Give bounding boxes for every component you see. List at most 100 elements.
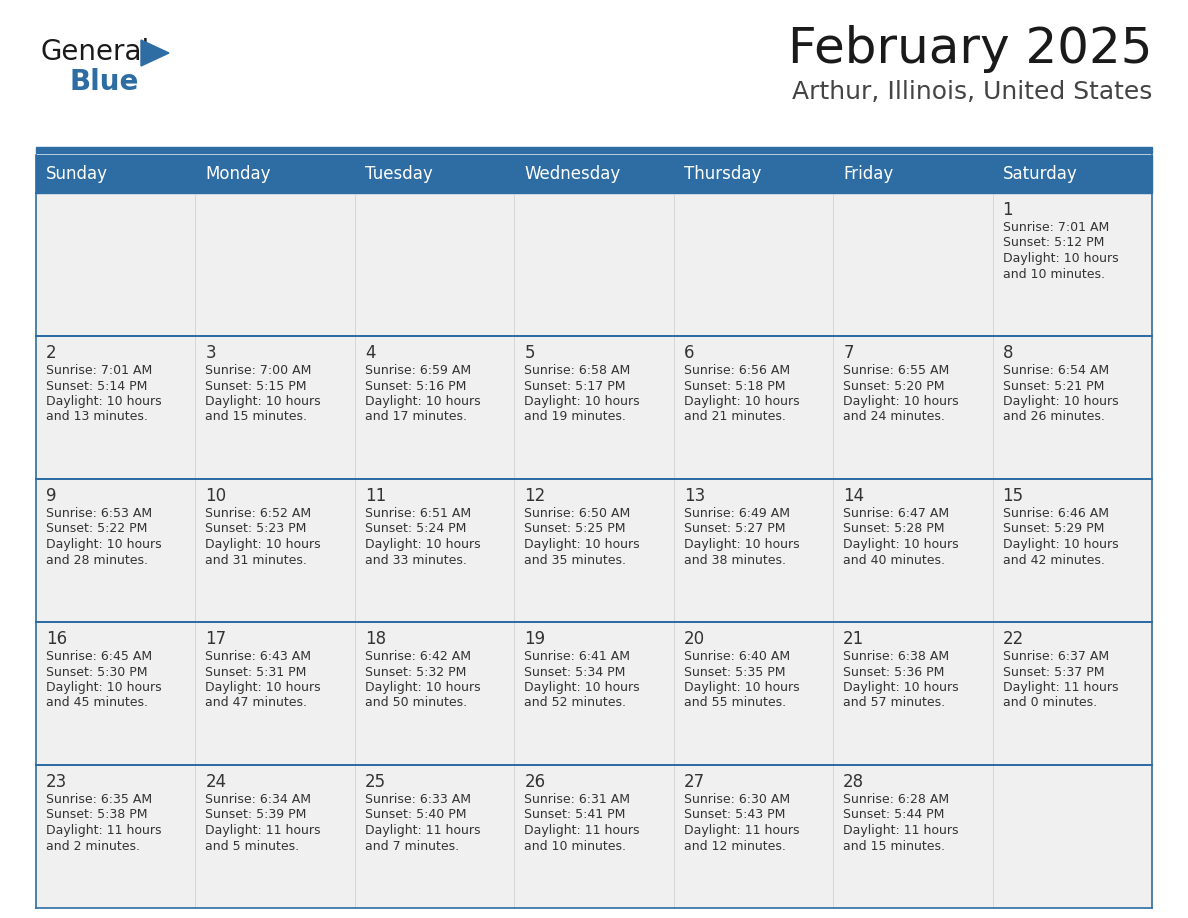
Bar [992,155,1152,193]
Text: and 15 minutes.: and 15 minutes. [206,410,308,423]
Text: Sunset: 5:34 PM: Sunset: 5:34 PM [524,666,626,678]
Text: Daylight: 10 hours: Daylight: 10 hours [46,395,162,408]
Bar [674,479,833,622]
Text: Sunset: 5:39 PM: Sunset: 5:39 PM [206,809,307,822]
Text: Daylight: 11 hours: Daylight: 11 hours [1003,681,1118,694]
Text: 20: 20 [684,630,704,648]
Bar [355,622,514,765]
Text: Sunrise: 6:56 AM: Sunrise: 6:56 AM [684,364,790,377]
Text: Daylight: 10 hours: Daylight: 10 hours [365,681,480,694]
Text: 5: 5 [524,344,535,362]
Bar [514,765,674,908]
Text: Daylight: 10 hours: Daylight: 10 hours [206,538,321,551]
Text: 24: 24 [206,773,227,791]
Text: Daylight: 10 hours: Daylight: 10 hours [1003,395,1118,408]
Text: Sunrise: 6:46 AM: Sunrise: 6:46 AM [1003,507,1108,520]
Text: 10: 10 [206,487,227,505]
Text: Sunrise: 6:58 AM: Sunrise: 6:58 AM [524,364,631,377]
Text: Sunset: 5:43 PM: Sunset: 5:43 PM [684,809,785,822]
Text: Sunset: 5:31 PM: Sunset: 5:31 PM [206,666,307,678]
Text: Daylight: 10 hours: Daylight: 10 hours [524,538,640,551]
Text: Sunset: 5:27 PM: Sunset: 5:27 PM [684,522,785,535]
Text: Sunrise: 6:34 AM: Sunrise: 6:34 AM [206,793,311,806]
Text: 15: 15 [1003,487,1024,505]
Bar [36,193,196,336]
Text: Sunset: 5:22 PM: Sunset: 5:22 PM [46,522,147,535]
Text: Sunrise: 6:45 AM: Sunrise: 6:45 AM [46,650,152,663]
Bar [674,155,833,193]
Bar [196,193,355,336]
Text: and 24 minutes.: and 24 minutes. [843,410,944,423]
Text: 4: 4 [365,344,375,362]
Text: Sunset: 5:25 PM: Sunset: 5:25 PM [524,522,626,535]
Text: Daylight: 11 hours: Daylight: 11 hours [46,824,162,837]
Text: Sunset: 5:24 PM: Sunset: 5:24 PM [365,522,466,535]
Text: Daylight: 11 hours: Daylight: 11 hours [365,824,480,837]
Text: Friday: Friday [843,165,893,183]
Text: Sunrise: 6:30 AM: Sunrise: 6:30 AM [684,793,790,806]
Bar [674,622,833,765]
Bar [514,155,674,193]
Text: 19: 19 [524,630,545,648]
Text: 12: 12 [524,487,545,505]
Text: Saturday: Saturday [1003,165,1078,183]
Bar [514,193,674,336]
Text: Daylight: 10 hours: Daylight: 10 hours [524,395,640,408]
Bar [36,622,196,765]
Bar [992,336,1152,479]
Text: 2: 2 [46,344,57,362]
Text: Monday: Monday [206,165,271,183]
Text: and 12 minutes.: and 12 minutes. [684,839,785,853]
Bar [196,479,355,622]
Text: and 0 minutes.: and 0 minutes. [1003,697,1097,710]
Bar [674,193,833,336]
Bar [833,622,992,765]
Text: and 38 minutes.: and 38 minutes. [684,554,785,566]
Bar [355,155,514,193]
Bar [833,193,992,336]
Text: Sunrise: 6:31 AM: Sunrise: 6:31 AM [524,793,631,806]
Text: and 7 minutes.: and 7 minutes. [365,839,459,853]
Text: 21: 21 [843,630,865,648]
Text: Sunset: 5:28 PM: Sunset: 5:28 PM [843,522,944,535]
Text: Daylight: 10 hours: Daylight: 10 hours [206,681,321,694]
Bar [36,765,196,908]
Text: 27: 27 [684,773,704,791]
Text: Sunrise: 7:00 AM: Sunrise: 7:00 AM [206,364,311,377]
Bar [833,155,992,193]
Text: and 55 minutes.: and 55 minutes. [684,697,785,710]
Text: Daylight: 10 hours: Daylight: 10 hours [206,395,321,408]
Text: Daylight: 10 hours: Daylight: 10 hours [524,681,640,694]
Text: 13: 13 [684,487,704,505]
Text: and 21 minutes.: and 21 minutes. [684,410,785,423]
Text: Sunrise: 6:55 AM: Sunrise: 6:55 AM [843,364,949,377]
Text: Arthur, Illinois, United States: Arthur, Illinois, United States [791,80,1152,104]
Text: and 35 minutes.: and 35 minutes. [524,554,626,566]
Text: Daylight: 10 hours: Daylight: 10 hours [843,395,959,408]
Text: and 45 minutes.: and 45 minutes. [46,697,148,710]
Bar [833,479,992,622]
Text: 28: 28 [843,773,864,791]
Text: Sunset: 5:15 PM: Sunset: 5:15 PM [206,379,307,393]
Text: Daylight: 10 hours: Daylight: 10 hours [365,395,480,408]
Text: Sunrise: 6:33 AM: Sunrise: 6:33 AM [365,793,470,806]
Bar [992,765,1152,908]
Bar [992,622,1152,765]
Text: 16: 16 [46,630,68,648]
Text: Sunrise: 6:54 AM: Sunrise: 6:54 AM [1003,364,1108,377]
Text: Sunset: 5:29 PM: Sunset: 5:29 PM [1003,522,1104,535]
Polygon shape [141,40,169,66]
Text: and 26 minutes.: and 26 minutes. [1003,410,1105,423]
Text: Sunrise: 6:41 AM: Sunrise: 6:41 AM [524,650,631,663]
Text: Daylight: 10 hours: Daylight: 10 hours [684,681,800,694]
Text: Sunset: 5:16 PM: Sunset: 5:16 PM [365,379,466,393]
Text: Sunset: 5:18 PM: Sunset: 5:18 PM [684,379,785,393]
Text: Sunset: 5:44 PM: Sunset: 5:44 PM [843,809,944,822]
Text: Sunrise: 6:28 AM: Sunrise: 6:28 AM [843,793,949,806]
Bar [833,765,992,908]
Text: Daylight: 10 hours: Daylight: 10 hours [1003,538,1118,551]
Text: Sunrise: 6:37 AM: Sunrise: 6:37 AM [1003,650,1108,663]
Text: and 47 minutes.: and 47 minutes. [206,697,308,710]
Text: Sunrise: 6:51 AM: Sunrise: 6:51 AM [365,507,470,520]
Bar [36,336,196,479]
